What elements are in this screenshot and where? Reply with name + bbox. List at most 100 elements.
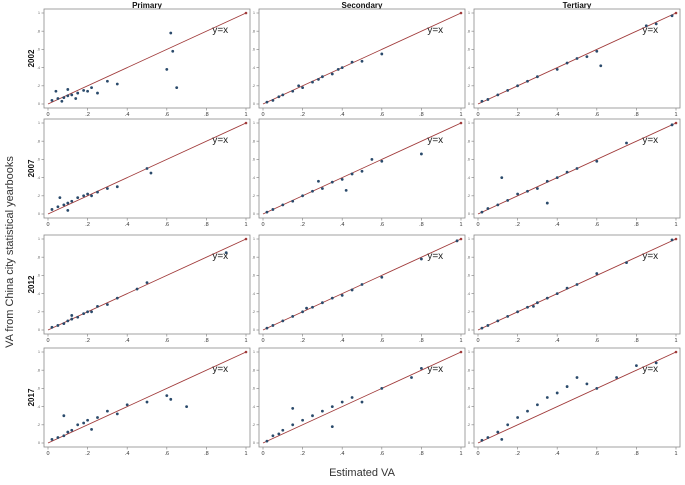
data-point <box>526 79 529 83</box>
data-point <box>496 203 500 207</box>
data-point <box>74 97 78 100</box>
y-tick-label: .8 <box>467 368 470 372</box>
reference-line-label: y=x <box>642 364 658 375</box>
y-tick-label: .6 <box>467 158 470 162</box>
data-point <box>90 194 93 198</box>
data-point <box>360 169 364 173</box>
data-point <box>76 315 80 319</box>
data-point <box>595 272 599 275</box>
y-tick-label: .6 <box>252 48 255 52</box>
column-titles: Primary Secondary Tertiary <box>132 1 592 10</box>
data-point <box>169 397 173 401</box>
reference-line-endpoint <box>459 350 463 354</box>
data-point <box>670 123 674 127</box>
data-point <box>321 301 324 305</box>
x-tick-label: .4 <box>125 222 130 228</box>
data-point <box>350 172 354 176</box>
y-tick-label: 0 <box>468 441 470 445</box>
y-tick-label: 1 <box>38 237 40 241</box>
x-tick-label: .4 <box>340 112 345 118</box>
data-point <box>265 210 269 214</box>
data-point <box>496 430 500 434</box>
data-point <box>106 303 109 306</box>
panel-grid: 0 .2 .4 .6 .8 1 0 .2 .4 .6 .8 1 y=x 0 .2 .4 .6 .8 1 0 .2 .4 .6… <box>37 8 681 457</box>
y-tick-label: .2 <box>467 310 470 314</box>
data-point <box>125 403 129 407</box>
x-tick-label: 1 <box>674 451 677 457</box>
data-point <box>62 434 66 438</box>
data-point <box>486 207 490 210</box>
x-tick-label: 0 <box>46 112 49 118</box>
data-point <box>96 91 99 95</box>
data-point <box>311 80 314 84</box>
data-point <box>545 396 549 399</box>
y-tick-label: .8 <box>37 139 40 143</box>
x-tick-label: .4 <box>125 451 130 457</box>
data-point <box>90 310 93 314</box>
data-point <box>106 79 109 83</box>
x-tick-label: .4 <box>555 222 560 228</box>
data-point <box>271 208 275 211</box>
x-tick-label: .8 <box>419 451 424 457</box>
x-tick-label: .2 <box>300 338 305 344</box>
data-point <box>291 423 295 427</box>
reference-line-label: y=x <box>212 364 228 375</box>
data-point <box>56 205 60 209</box>
data-point <box>336 68 340 71</box>
data-point <box>526 305 529 309</box>
data-point <box>281 93 285 97</box>
data-point <box>145 400 149 404</box>
x-tick-label: .6 <box>380 222 385 228</box>
data-point <box>536 75 539 79</box>
reference-line-endpoint <box>674 237 678 241</box>
data-point <box>297 84 301 88</box>
x-tick-label: 1 <box>459 451 462 457</box>
x-tick-label: .4 <box>340 338 345 344</box>
data-point <box>305 306 308 310</box>
y-tick-label: .2 <box>467 84 470 88</box>
data-point <box>224 251 228 255</box>
data-point <box>330 296 334 300</box>
data-point <box>317 179 320 183</box>
data-point <box>420 257 423 261</box>
data-point <box>321 409 324 413</box>
panel-frame <box>43 118 251 219</box>
x-tick-label: 0 <box>476 338 479 344</box>
y-tick-label: 0 <box>253 212 255 216</box>
x-tick-label: .6 <box>595 451 600 457</box>
reference-line-endpoint <box>674 121 678 125</box>
reference-line-label: y=x <box>212 25 228 36</box>
data-point <box>66 88 70 91</box>
reference-line-y-equals-x <box>262 122 462 215</box>
panel-tertiary-2012: 0 .2 .4 .6 .8 1 0 .2 .4 .6 .8 1 y=x <box>467 234 681 344</box>
y-tick-label: .2 <box>37 423 40 427</box>
panel-primary-2012: 0 .2 .4 .6 .8 1 0 .2 .4 .6 .8 1 y=x <box>37 234 251 344</box>
x-tick-label: .6 <box>380 112 385 118</box>
row-titles: 2002 2007 2012 2017 <box>27 49 36 406</box>
data-point <box>350 60 354 64</box>
x-tick-label: 1 <box>459 112 462 118</box>
data-point <box>420 366 423 370</box>
data-point <box>516 416 519 419</box>
y-tick-label: 0 <box>253 102 255 106</box>
x-tick-label: .4 <box>555 338 560 344</box>
reference-line-label: y=x <box>427 25 443 36</box>
data-point <box>56 97 60 100</box>
data-point <box>516 192 519 196</box>
data-point <box>330 72 334 76</box>
reference-line-endpoint <box>674 11 678 15</box>
data-point <box>265 100 269 104</box>
y-tick-label: .6 <box>252 387 255 391</box>
data-point <box>62 203 66 207</box>
data-point <box>301 310 304 314</box>
data-point <box>644 24 648 28</box>
x-tick-label: 1 <box>674 222 677 228</box>
x-tick-label: 1 <box>674 338 677 344</box>
y-tick-label: .8 <box>37 368 40 372</box>
data-point <box>516 84 519 88</box>
y-tick-label: .6 <box>467 274 470 278</box>
data-point <box>380 387 384 390</box>
data-point <box>565 170 569 174</box>
y-tick-label: 1 <box>253 11 255 15</box>
data-point <box>301 86 304 90</box>
